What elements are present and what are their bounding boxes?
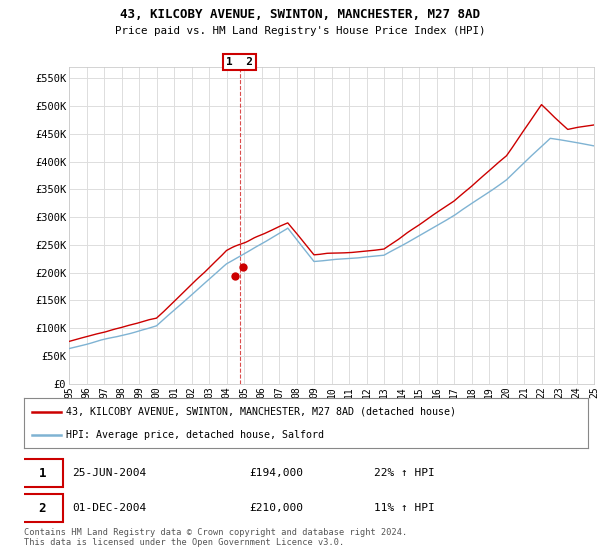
FancyBboxPatch shape bbox=[21, 459, 64, 487]
FancyBboxPatch shape bbox=[21, 494, 64, 522]
Text: 22% ↑ HPI: 22% ↑ HPI bbox=[374, 468, 434, 478]
Text: 11% ↑ HPI: 11% ↑ HPI bbox=[374, 503, 434, 513]
Text: £194,000: £194,000 bbox=[250, 468, 304, 478]
Text: HPI: Average price, detached house, Salford: HPI: Average price, detached house, Salf… bbox=[66, 430, 325, 440]
Text: 1: 1 bbox=[38, 466, 46, 480]
Text: Price paid vs. HM Land Registry's House Price Index (HPI): Price paid vs. HM Land Registry's House … bbox=[115, 26, 485, 36]
Text: Contains HM Land Registry data © Crown copyright and database right 2024.
This d: Contains HM Land Registry data © Crown c… bbox=[24, 528, 407, 547]
Text: 01-DEC-2004: 01-DEC-2004 bbox=[72, 503, 146, 513]
Text: 2: 2 bbox=[38, 502, 46, 515]
Text: £210,000: £210,000 bbox=[250, 503, 304, 513]
Text: 43, KILCOBY AVENUE, SWINTON, MANCHESTER, M27 8AD (detached house): 43, KILCOBY AVENUE, SWINTON, MANCHESTER,… bbox=[66, 407, 457, 417]
Text: 25-JUN-2004: 25-JUN-2004 bbox=[72, 468, 146, 478]
Text: 1  2: 1 2 bbox=[226, 57, 253, 67]
Text: 43, KILCOBY AVENUE, SWINTON, MANCHESTER, M27 8AD: 43, KILCOBY AVENUE, SWINTON, MANCHESTER,… bbox=[120, 8, 480, 21]
